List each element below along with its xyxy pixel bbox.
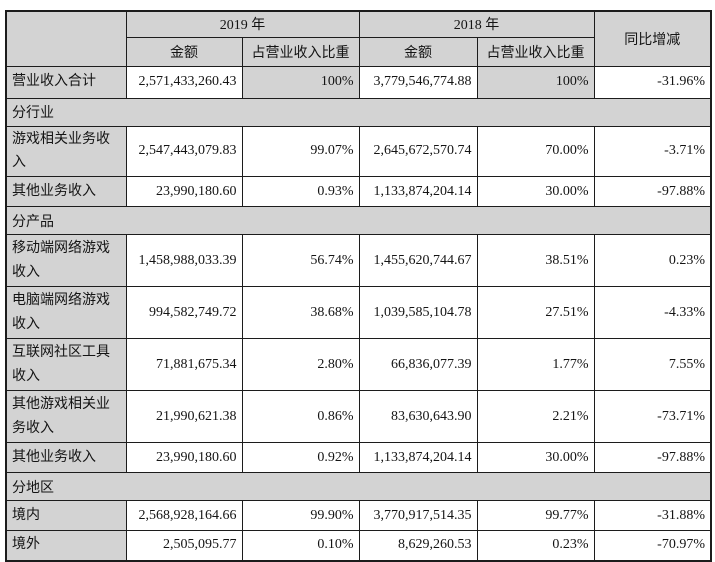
table-row: 互联网社区工具收入 71,881,675.34 2.80% 66,836,077… (5, 338, 712, 392)
share-2019: 0.10% (241, 530, 360, 562)
section-label: 分地区 (5, 472, 712, 502)
amount-2018: 83,630,643.90 (358, 390, 478, 444)
share-2019: 100% (241, 65, 360, 99)
header-row-years: 2019 年 2018 年 同比增减 (5, 10, 712, 67)
table-row: 其他游戏相关业务收入 21,990,621.38 0.86% 83,630,64… (5, 390, 712, 444)
table-row: 游戏相关业务收入 2,547,443,079.83 99.07% 2,645,6… (5, 125, 712, 178)
year-2018-header: 2018 年 (358, 10, 595, 38)
year-2019-header: 2019 年 (125, 10, 360, 38)
corner-cell (5, 10, 127, 67)
amount-2018: 2,645,672,570.74 (358, 125, 478, 178)
amount-2019: 994,582,749.72 (125, 286, 243, 340)
amount-2019-header: 金额 (125, 36, 243, 67)
share-2018: 30.00% (476, 442, 595, 474)
share-2019: 0.86% (241, 390, 360, 444)
table-row: 境内 2,568,928,164.66 99.90% 3,770,917,514… (5, 500, 712, 532)
row-label: 电脑端网络游戏收入 (5, 286, 127, 340)
row-label: 互联网社区工具收入 (5, 338, 127, 392)
yoy-value: 0.23% (593, 234, 712, 288)
share-2018-header: 占营业收入比重 (476, 36, 595, 67)
amount-2018: 1,133,874,204.14 (358, 442, 478, 474)
amount-2019: 71,881,675.34 (125, 338, 243, 392)
section-row-industry: 分行业 (5, 97, 712, 127)
share-2018: 2.21% (476, 390, 595, 444)
amount-2018: 66,836,077.39 (358, 338, 478, 392)
share-2018: 27.51% (476, 286, 595, 340)
yoy-header: 同比增减 (593, 10, 712, 67)
row-label: 境内 (5, 500, 127, 532)
amount-2019: 2,571,433,260.43 (125, 65, 243, 99)
amount-2018-header: 金额 (358, 36, 478, 67)
yoy-value: -4.33% (593, 286, 712, 340)
section-row-region: 分地区 (5, 472, 712, 502)
amount-2018: 3,779,546,774.88 (358, 65, 478, 99)
share-2019: 56.74% (241, 234, 360, 288)
revenue-breakdown-table: 2019 年 2018 年 同比增减 金额 占营业收入比重 金额 占营业收入比重… (5, 10, 712, 562)
amount-2019: 1,458,988,033.39 (125, 234, 243, 288)
share-2019: 0.92% (241, 442, 360, 474)
section-label: 分产品 (5, 206, 712, 236)
share-2018: 0.23% (476, 530, 595, 562)
header-row-measures: 金额 占营业收入比重 金额 占营业收入比重 (6, 36, 711, 67)
section-row-product: 分产品 (5, 206, 712, 236)
table-row: 其他业务收入 23,990,180.60 0.92% 1,133,874,204… (5, 442, 712, 474)
amount-2019: 23,990,180.60 (125, 442, 243, 474)
amount-2018: 3,770,917,514.35 (358, 500, 478, 532)
table-row: 境外 2,505,095.77 0.10% 8,629,260.53 0.23%… (5, 530, 712, 562)
row-label: 游戏相关业务收入 (5, 125, 127, 178)
share-2019: 0.93% (241, 176, 360, 208)
table-row: 移动端网络游戏收入 1,458,988,033.39 56.74% 1,455,… (5, 234, 712, 288)
yoy-value: -97.88% (593, 442, 712, 474)
yoy-value: -70.97% (593, 530, 712, 562)
share-2019: 99.07% (241, 125, 360, 178)
share-2019: 99.90% (241, 500, 360, 532)
amount-2019: 2,568,928,164.66 (125, 500, 243, 532)
share-2018: 30.00% (476, 176, 595, 208)
row-label: 移动端网络游戏收入 (5, 234, 127, 288)
amount-2019: 21,990,621.38 (125, 390, 243, 444)
row-label: 其他业务收入 (5, 176, 127, 208)
amount-2018: 8,629,260.53 (358, 530, 478, 562)
yoy-value: 7.55% (593, 338, 712, 392)
yoy-value: -31.88% (593, 500, 712, 532)
share-2018: 1.77% (476, 338, 595, 392)
amount-2019: 2,547,443,079.83 (125, 125, 243, 178)
row-label: 其他游戏相关业务收入 (5, 390, 127, 444)
amount-2018: 1,039,585,104.78 (358, 286, 478, 340)
yoy-value: -31.96% (593, 65, 712, 99)
amount-2018: 1,133,874,204.14 (358, 176, 478, 208)
table-row-total: 营业收入合计 2,571,433,260.43 100% 3,779,546,7… (5, 65, 712, 99)
share-2018: 38.51% (476, 234, 595, 288)
table-row: 其他业务收入 23,990,180.60 0.93% 1,133,874,204… (5, 176, 712, 208)
share-2019: 2.80% (241, 338, 360, 392)
row-label: 境外 (5, 530, 127, 562)
share-2019: 38.68% (241, 286, 360, 340)
amount-2019: 2,505,095.77 (125, 530, 243, 562)
yoy-value: -3.71% (593, 125, 712, 178)
yoy-value: -97.88% (593, 176, 712, 208)
share-2018: 70.00% (476, 125, 595, 178)
amount-2019: 23,990,180.60 (125, 176, 243, 208)
row-label: 其他业务收入 (5, 442, 127, 474)
share-2018: 100% (476, 65, 595, 99)
row-label: 营业收入合计 (5, 65, 127, 99)
share-2019-header: 占营业收入比重 (241, 36, 360, 67)
amount-2018: 1,455,620,744.67 (358, 234, 478, 288)
yoy-value: -73.71% (593, 390, 712, 444)
section-label: 分行业 (5, 97, 712, 127)
table-row: 电脑端网络游戏收入 994,582,749.72 38.68% 1,039,58… (5, 286, 712, 340)
share-2018: 99.77% (476, 500, 595, 532)
